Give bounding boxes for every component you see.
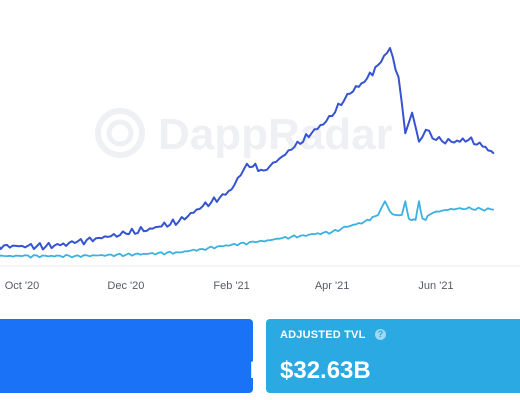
dappradar-logo-icon bbox=[95, 108, 145, 158]
x-tick-label: Apr '21 bbox=[315, 280, 350, 292]
watermark-text: DappRadar bbox=[158, 110, 393, 159]
x-tick-label: Jun '21 bbox=[418, 280, 453, 292]
dappradar-logo-icon-inner bbox=[106, 119, 134, 147]
adjusted-tvl-label: ADJUSTED TVL bbox=[280, 329, 366, 341]
tvl-card: B bbox=[0, 319, 253, 393]
tvl-series-line bbox=[0, 47, 495, 251]
adjusted-tvl-series-line bbox=[0, 200, 495, 259]
tvl-line-chart: DappRadar Oct '20 Dec '20 Feb '21 Apr '21 Ju… bbox=[0, 47, 520, 292]
watermark: DappRadar bbox=[95, 108, 393, 159]
tvl-value: B bbox=[250, 357, 253, 385]
x-tick-label: Feb '21 bbox=[213, 280, 249, 292]
series-group bbox=[0, 47, 495, 259]
x-axis-ticks: Oct '20 Dec '20 Feb '21 Apr '21 Jun '21 bbox=[5, 280, 454, 292]
x-tick-label: Dec '20 bbox=[107, 280, 144, 292]
help-icon[interactable]: ? bbox=[375, 329, 386, 340]
adjusted-tvl-value: $32.63B bbox=[280, 357, 371, 384]
adjusted-tvl-card: ADJUSTED TVL ? $32.63B bbox=[266, 319, 520, 393]
x-tick-label: Oct '20 bbox=[5, 280, 40, 292]
